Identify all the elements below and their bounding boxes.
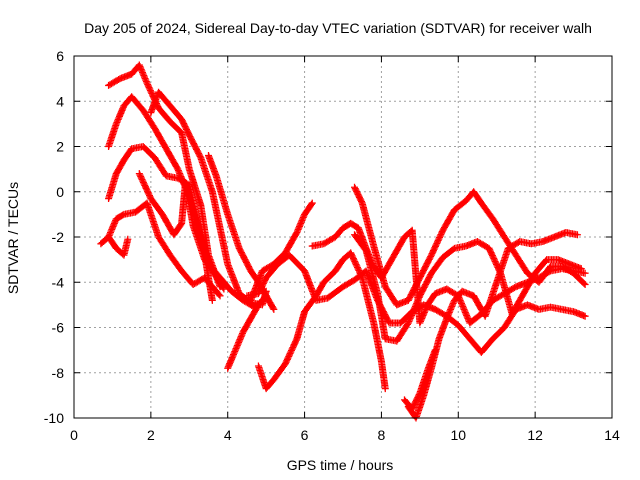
data-point — [307, 200, 315, 208]
y-tick-label: -4 — [52, 274, 65, 290]
data-point — [269, 304, 277, 312]
data-point — [262, 292, 270, 300]
data-point — [270, 305, 278, 313]
y-tick-label: -8 — [52, 365, 65, 381]
axis-ticks — [73, 55, 613, 419]
y-tick-label: 4 — [56, 93, 64, 109]
data-point — [580, 279, 588, 287]
x-tick-label: 10 — [450, 427, 466, 443]
series-0 — [105, 61, 224, 291]
y-tick-label: 0 — [56, 184, 64, 200]
y-tick-label: -6 — [52, 320, 65, 336]
series-9 — [254, 249, 389, 393]
data-point — [381, 385, 389, 393]
x-tick-label: 12 — [527, 427, 543, 443]
grid-lines — [74, 56, 612, 418]
data-point — [581, 281, 589, 289]
data-point — [581, 312, 589, 320]
series-10 — [247, 199, 316, 304]
series-15 — [404, 228, 581, 422]
data-point — [577, 265, 585, 273]
chart-title: Day 205 of 2024, Sidereal Day-to-day VTE… — [84, 20, 592, 36]
data-point — [581, 269, 589, 277]
x-axis-title: GPS time / hours — [287, 457, 394, 473]
data-point — [208, 296, 216, 304]
data-point — [124, 235, 132, 243]
data-point — [261, 293, 269, 301]
x-tick-label: 14 — [604, 427, 620, 443]
series-8 — [224, 292, 270, 372]
y-tick-label: -10 — [44, 410, 64, 426]
data-point — [215, 291, 223, 299]
y-tick-label: 6 — [56, 48, 64, 64]
data-marks — [97, 61, 589, 422]
y-tick-label: 2 — [56, 139, 64, 155]
data-point — [308, 199, 316, 207]
x-tick-label: 6 — [301, 427, 309, 443]
series-16 — [400, 346, 439, 413]
series-5 — [135, 170, 270, 311]
x-tick-label: 0 — [70, 427, 78, 443]
tick-labels: 0 2 4 6 8 10 12 14 -10 -8 -6 -4 -2 0 2 4 6 — [44, 48, 620, 443]
series-11 — [243, 251, 589, 356]
data-point — [216, 292, 224, 300]
x-tick-label: 8 — [378, 427, 386, 443]
y-axis-title: SDTVAR / TECUs — [5, 182, 21, 294]
series-4 — [97, 233, 132, 259]
data-point — [573, 231, 581, 239]
x-tick-label: 4 — [224, 427, 232, 443]
series-3 — [105, 199, 224, 300]
y-tick-label: -2 — [52, 229, 65, 245]
data-point — [431, 346, 439, 354]
x-tick-label: 2 — [147, 427, 155, 443]
series-13 — [351, 183, 589, 309]
